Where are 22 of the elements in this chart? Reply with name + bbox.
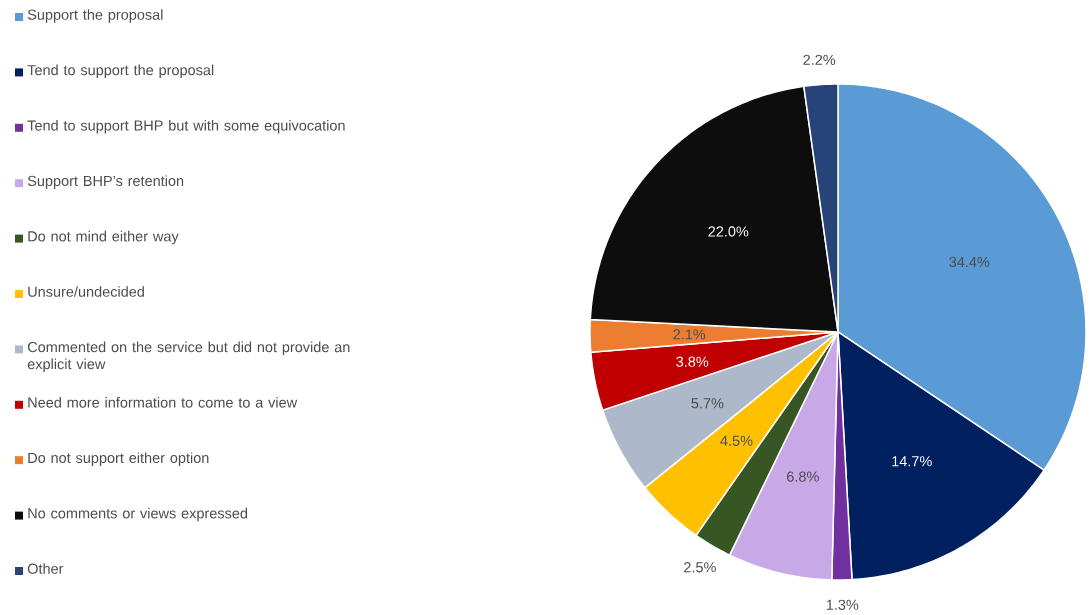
data-label: 2.2% [803, 54, 836, 66]
data-label: 3.8% [676, 356, 709, 367]
legend-label: Do not mind either way [28, 230, 179, 245]
legend-label: Commented on the service but did not provide an explicit view [27, 341, 350, 373]
legend-label: Other [27, 563, 64, 574]
legend-label: Unsure/undecided [28, 286, 144, 297]
legend-label: Support the proposal [27, 9, 163, 23]
data-label: 6.8% [787, 471, 819, 482]
legend-label: Tend to support the proposal [27, 64, 214, 79]
legend-label: No comments or views expressed [28, 507, 248, 522]
data-label: 1.3% [826, 599, 859, 611]
legend-label: Do not support either option [28, 452, 209, 467]
data-label: 2.1% [673, 329, 706, 340]
legend-label: Support BHP’s retention [27, 175, 184, 190]
data-label: 2.5% [684, 562, 716, 573]
data-label: 4.5% [720, 435, 753, 447]
data-label: 5.7% [691, 398, 724, 409]
data-label: 34.4% [949, 256, 990, 268]
legend-label: Tend to support BHP but with some equivocation [27, 120, 345, 134]
data-label: 14.7% [892, 456, 932, 467]
legend-label: Need more information to come to a view [28, 397, 298, 408]
data-label: 22.0% [708, 226, 749, 237]
